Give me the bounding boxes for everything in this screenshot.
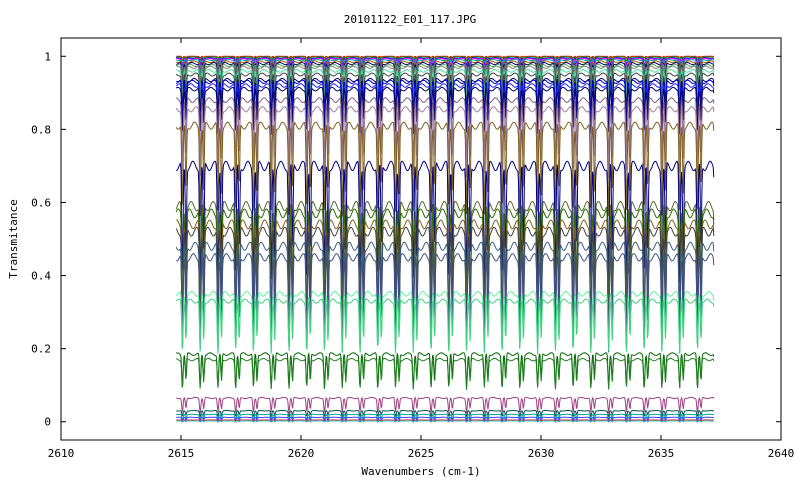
series-line-25 bbox=[175, 290, 715, 355]
series-line-22 bbox=[175, 226, 715, 346]
y-tick-label: 1 bbox=[44, 50, 51, 63]
series-line-16 bbox=[175, 106, 715, 178]
x-tick-label: 2635 bbox=[648, 447, 675, 460]
series-line-14 bbox=[175, 86, 715, 135]
series-line-34 bbox=[176, 420, 714, 423]
series-line-5 bbox=[176, 59, 715, 85]
series-line-27 bbox=[176, 351, 715, 389]
series-line-19 bbox=[175, 200, 715, 328]
x-tick-label: 2615 bbox=[168, 447, 195, 460]
series-line-4 bbox=[176, 58, 715, 76]
x-tick-label: 2630 bbox=[528, 447, 555, 460]
series-line-21 bbox=[176, 219, 715, 339]
x-axis: 2610 2615 2620 2625 2630 2635 2640 bbox=[48, 38, 795, 460]
series-line-13 bbox=[175, 83, 715, 132]
series-group bbox=[175, 55, 715, 423]
series-line-8 bbox=[176, 65, 715, 98]
chart-title: 20101122_E01_117.JPG bbox=[344, 13, 476, 26]
y-tick-label: 0.6 bbox=[31, 196, 51, 209]
series-line-6 bbox=[176, 61, 715, 91]
series-line-33 bbox=[176, 419, 714, 423]
series-line-28 bbox=[176, 357, 715, 390]
x-tick-label: 2620 bbox=[288, 447, 315, 460]
x-tick-label: 2610 bbox=[48, 447, 75, 460]
y-tick-label: 0.2 bbox=[31, 343, 51, 356]
series-line-3 bbox=[176, 57, 715, 72]
y-tick-label: 0 bbox=[44, 416, 51, 429]
x-tick-label: 2625 bbox=[408, 447, 435, 460]
x-axis-label: Wavenumbers (cm-1) bbox=[361, 465, 480, 478]
series-line-18 bbox=[176, 160, 715, 288]
series-line-26 bbox=[175, 298, 715, 355]
series-line-0 bbox=[176, 55, 714, 59]
series-line-11 bbox=[175, 77, 715, 122]
series-line-10 bbox=[175, 72, 715, 113]
series-line-20 bbox=[175, 208, 715, 327]
x-tick-label: 2640 bbox=[768, 447, 795, 460]
series-line-23 bbox=[175, 241, 715, 353]
series-line-31 bbox=[176, 413, 715, 422]
y-axis-label: Transmitance bbox=[7, 199, 20, 278]
series-line-32 bbox=[176, 416, 714, 423]
series-line-29 bbox=[176, 396, 715, 414]
y-tick-label: 0.4 bbox=[31, 270, 51, 283]
series-line-1 bbox=[176, 56, 714, 62]
y-axis: 0 0.2 0.4 0.6 0.8 1 bbox=[31, 50, 781, 429]
series-line-9 bbox=[176, 69, 715, 105]
series-line-15 bbox=[176, 97, 715, 161]
series-line-30 bbox=[176, 409, 715, 419]
series-line-17 bbox=[175, 121, 715, 217]
series-line-24 bbox=[176, 253, 715, 353]
series-line-12 bbox=[176, 79, 715, 124]
series-line-7 bbox=[175, 63, 715, 96]
y-tick-label: 0.8 bbox=[31, 123, 51, 136]
